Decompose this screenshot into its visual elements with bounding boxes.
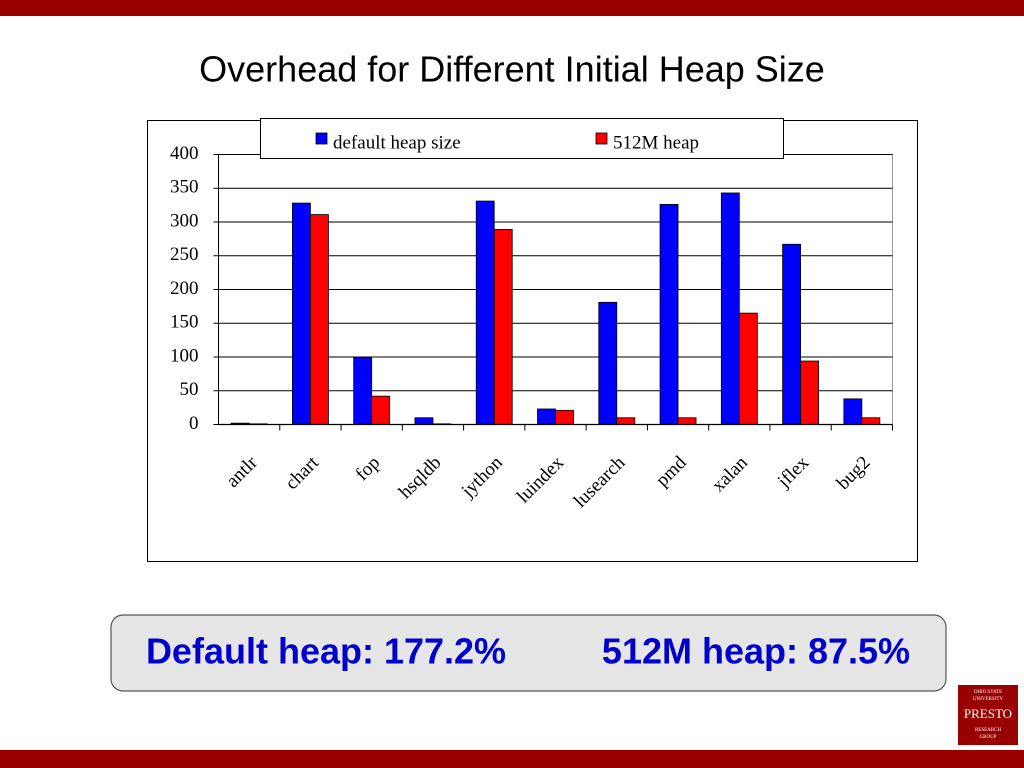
bar bbox=[537, 408, 556, 425]
bar bbox=[292, 202, 311, 425]
logo-text: GROUP bbox=[980, 735, 997, 740]
legend-swatch bbox=[315, 132, 328, 145]
bar bbox=[782, 243, 801, 425]
logo bbox=[958, 685, 1018, 745]
bottom-band bbox=[0, 750, 1024, 768]
bar bbox=[677, 417, 697, 425]
y-tick-label: 250 bbox=[170, 244, 199, 265]
summary-512m: 512M heap: 87.5% bbox=[602, 631, 910, 672]
y-tick-label: 50 bbox=[180, 379, 199, 400]
bar bbox=[738, 312, 758, 425]
logo-text: PRESTO bbox=[964, 706, 1012, 721]
logo-text: UNIVERSITY bbox=[973, 697, 1003, 702]
bar bbox=[720, 192, 740, 425]
bar bbox=[310, 214, 329, 425]
y-tick-label: 200 bbox=[170, 278, 199, 299]
legend-box bbox=[260, 118, 784, 159]
y-tick-label: 350 bbox=[170, 177, 199, 198]
y-tick-label: 400 bbox=[170, 143, 199, 164]
summary-default: Default heap: 177.2% bbox=[146, 631, 506, 672]
bar bbox=[475, 200, 495, 425]
summary-box bbox=[110, 614, 947, 692]
top-band bbox=[0, 0, 1024, 16]
bar bbox=[353, 357, 373, 425]
bar bbox=[659, 204, 679, 425]
legend-label: 512M heap bbox=[613, 132, 699, 153]
bar bbox=[861, 417, 881, 425]
bar bbox=[414, 417, 434, 425]
logo-text: RESEARCH bbox=[975, 728, 1002, 733]
legend-swatch bbox=[595, 132, 608, 145]
bar bbox=[598, 301, 618, 425]
logo-text: OHIO STATE bbox=[974, 690, 1002, 695]
bar bbox=[493, 229, 513, 425]
legend: default heap size 512M heap bbox=[315, 132, 699, 153]
bar bbox=[371, 395, 391, 425]
bar bbox=[843, 398, 863, 425]
y-tick-label: 100 bbox=[170, 345, 199, 366]
y-tick-label: 0 bbox=[189, 413, 199, 434]
legend-label: default heap size bbox=[333, 132, 461, 153]
y-tick-label: 150 bbox=[170, 312, 199, 333]
bar bbox=[800, 360, 819, 425]
bar bbox=[555, 409, 574, 425]
bar bbox=[616, 417, 636, 425]
chart-title: Overhead for Different Initial Heap Size bbox=[199, 49, 825, 90]
y-tick-label: 300 bbox=[170, 210, 199, 231]
